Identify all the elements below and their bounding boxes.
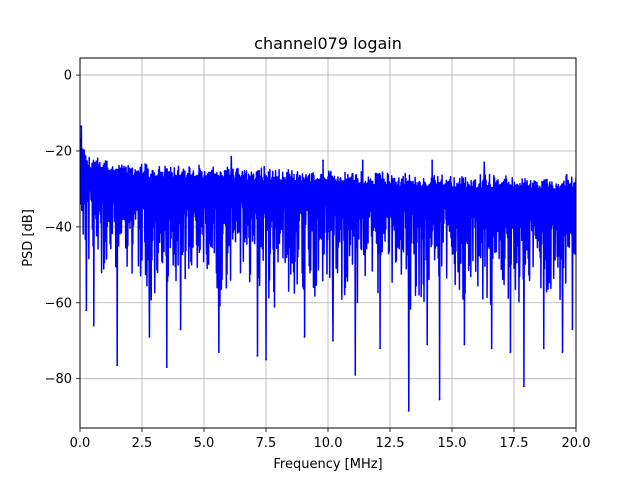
psd-dip-point [92, 324, 95, 327]
psd-peak-point [483, 161, 486, 164]
x-tick-label: 10.0 [314, 436, 343, 451]
y-tick-label: −20 [45, 144, 72, 159]
x-tick-label: 2.5 [132, 436, 153, 451]
psd-dip-point [490, 347, 493, 350]
x-tick-label: 20.0 [562, 436, 591, 451]
y-tick-label: −80 [45, 372, 72, 387]
psd-dip-point [256, 354, 259, 357]
psd-dip-point [463, 343, 466, 346]
axis-ticks: 0.0 2.5 5.0 7.5 10.0 12.5 15.0 17.5 20.0 0 −20 −40 −… [45, 69, 591, 451]
psd-dip-point [217, 351, 220, 354]
x-tick-label: 5.0 [194, 436, 215, 451]
psd-dip-point [165, 366, 168, 369]
psd-series-line [80, 125, 576, 412]
psd-dip-point [407, 410, 410, 412]
psd-dip-point [265, 358, 267, 361]
psd-dip-point [561, 351, 564, 354]
y-tick-label: 0 [64, 69, 72, 84]
x-tick-label: 15.0 [438, 436, 467, 451]
x-tick-label: 0.0 [70, 436, 91, 451]
y-tick-label: −60 [45, 296, 72, 311]
psd-peak-point [230, 155, 233, 158]
y-tick-label: −40 [45, 220, 72, 235]
psd-dip-point [148, 336, 151, 338]
x-tick-label: 17.5 [500, 436, 529, 451]
x-tick-label: 12.5 [376, 436, 405, 451]
chart-title: channel079 logain [254, 34, 402, 53]
x-tick-label: 7.5 [256, 436, 277, 451]
psd-dip-point [523, 385, 525, 388]
psd-dip-point [426, 343, 429, 346]
psd-dip-point [354, 373, 357, 376]
x-axis-label: Frequency [MHz] [273, 457, 382, 472]
psd-peak-point [322, 159, 324, 162]
psd-dip-point [303, 336, 306, 338]
psd-dip-point [542, 347, 545, 350]
psd-dip-point [379, 347, 381, 350]
plot-area [80, 125, 576, 412]
psd-dip-point [332, 339, 334, 342]
y-axis-label: PSD [dB] [21, 209, 36, 267]
psd-dip-point [571, 328, 574, 331]
psd-peak-point [80, 125, 83, 128]
psd-dip-point [438, 398, 441, 401]
psd-dip-point [179, 328, 182, 331]
psd-dip-point [116, 364, 119, 367]
psd-dip-point [509, 351, 512, 354]
psd-peak-point [431, 159, 434, 162]
psd-peak-point [361, 159, 364, 162]
psd-dip-point [85, 309, 88, 312]
